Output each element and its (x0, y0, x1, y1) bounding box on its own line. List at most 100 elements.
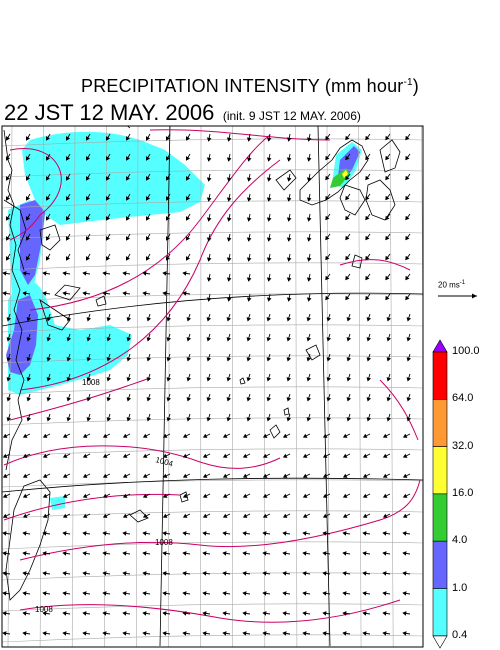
wind-arrow (406, 313, 412, 322)
wind-arrow (162, 271, 171, 276)
wind-arrow (222, 473, 231, 478)
wind-arrow (66, 133, 71, 141)
wind-arrow (385, 293, 391, 301)
wind-arrow (286, 373, 292, 382)
wind-arrow (102, 591, 111, 596)
wind-arrow (405, 273, 411, 281)
wind-arrow (22, 433, 31, 438)
wind-arrow (126, 153, 131, 161)
wind-arrow (322, 493, 331, 498)
wind-arrow (2, 291, 11, 296)
meridian-line (263, 126, 266, 647)
isobars (3, 129, 421, 623)
wind-arrow (362, 453, 371, 458)
wind-arrow (266, 253, 272, 262)
wind-arrow (322, 551, 331, 556)
wind-arrow (186, 193, 191, 201)
wind-arrow (42, 291, 51, 296)
wind-arrow (202, 453, 211, 458)
wind-arrow (82, 433, 91, 438)
wind-arrow (62, 513, 71, 518)
wind-arrow (306, 173, 312, 182)
wind-arrow (306, 253, 312, 262)
wind-arrow (46, 213, 51, 221)
wind-arrow (226, 393, 232, 402)
wind-arrow (102, 571, 111, 576)
wind-arrow (82, 453, 91, 458)
wind-arrow (82, 571, 91, 576)
wind-arrow (286, 393, 292, 402)
wind-arrow (246, 333, 252, 342)
isobar-label: 1008 (155, 538, 173, 547)
wind-arrow (306, 273, 312, 282)
wind-arrow (106, 253, 111, 261)
meridian-line (358, 126, 362, 647)
wind-arrow (382, 591, 391, 596)
meridian-line (295, 126, 298, 647)
wind-arrow (382, 531, 391, 536)
wind-arrow (126, 313, 132, 322)
wind-arrow (246, 373, 252, 382)
wind-arrow (62, 531, 71, 536)
wind-arrow (246, 253, 252, 262)
wind-arrow (86, 213, 91, 221)
legend-min-triangle (432, 635, 448, 649)
wind-arrow (162, 611, 171, 616)
wind-arrow (182, 493, 191, 498)
wind-arrow (385, 253, 391, 261)
legend-color-box (432, 588, 448, 637)
wind-arrow (86, 313, 92, 322)
wind-arrow (106, 353, 112, 362)
wind-arrow (26, 373, 32, 382)
wind-arrow (86, 373, 92, 382)
wind-arrow (266, 393, 272, 402)
wind-arrow (6, 413, 12, 422)
wind-arrow (326, 333, 332, 342)
wind-arrow (226, 133, 232, 142)
wind-arrow (62, 493, 71, 498)
wind-arrow (406, 373, 412, 382)
wind-arrow (62, 473, 71, 478)
wind-arrow (366, 333, 372, 342)
meridian-line (7, 126, 13, 647)
wind-arrow (22, 591, 31, 596)
wind-arrow (302, 591, 311, 596)
wind-arrow (46, 253, 51, 261)
wind-arrow (162, 433, 171, 438)
meridian-line (421, 126, 423, 373)
wind-arrow (325, 293, 331, 301)
wind-arrow (266, 173, 272, 182)
wind-arrow (222, 611, 231, 616)
wind-arrow (22, 453, 31, 458)
wind-arrow (282, 513, 291, 518)
wind-arrow (42, 611, 51, 616)
wind-arrow (162, 531, 171, 536)
wind-arrow (22, 513, 31, 518)
wind-arrow (405, 233, 411, 241)
isobar-label: 1008 (35, 605, 53, 614)
wind-arrow (326, 373, 332, 382)
wind-arrow (66, 233, 71, 241)
wind-arrow (82, 493, 91, 498)
wind-arrow (385, 273, 391, 281)
wind-arrow (46, 133, 51, 141)
wind-arrow (382, 571, 391, 576)
wind-arrow (46, 173, 51, 181)
wind-arrow (326, 353, 332, 362)
wind-arrow (106, 313, 112, 322)
wind-arrow (406, 353, 412, 362)
wind-arrow (126, 233, 131, 241)
wind-arrow (302, 433, 311, 438)
wind-arrow (262, 453, 271, 458)
wind-arrow (122, 531, 131, 536)
wind-arrow (46, 153, 51, 161)
wind-arrow (66, 413, 72, 422)
wind-arrow (226, 333, 232, 342)
meridian-line (326, 126, 330, 647)
wind-arrow (206, 353, 212, 362)
wind-arrow (242, 611, 251, 616)
wind-arrow (222, 453, 231, 458)
wind-arrow (86, 393, 92, 402)
wind-arrow (282, 591, 291, 596)
parallel-line (2, 634, 423, 643)
